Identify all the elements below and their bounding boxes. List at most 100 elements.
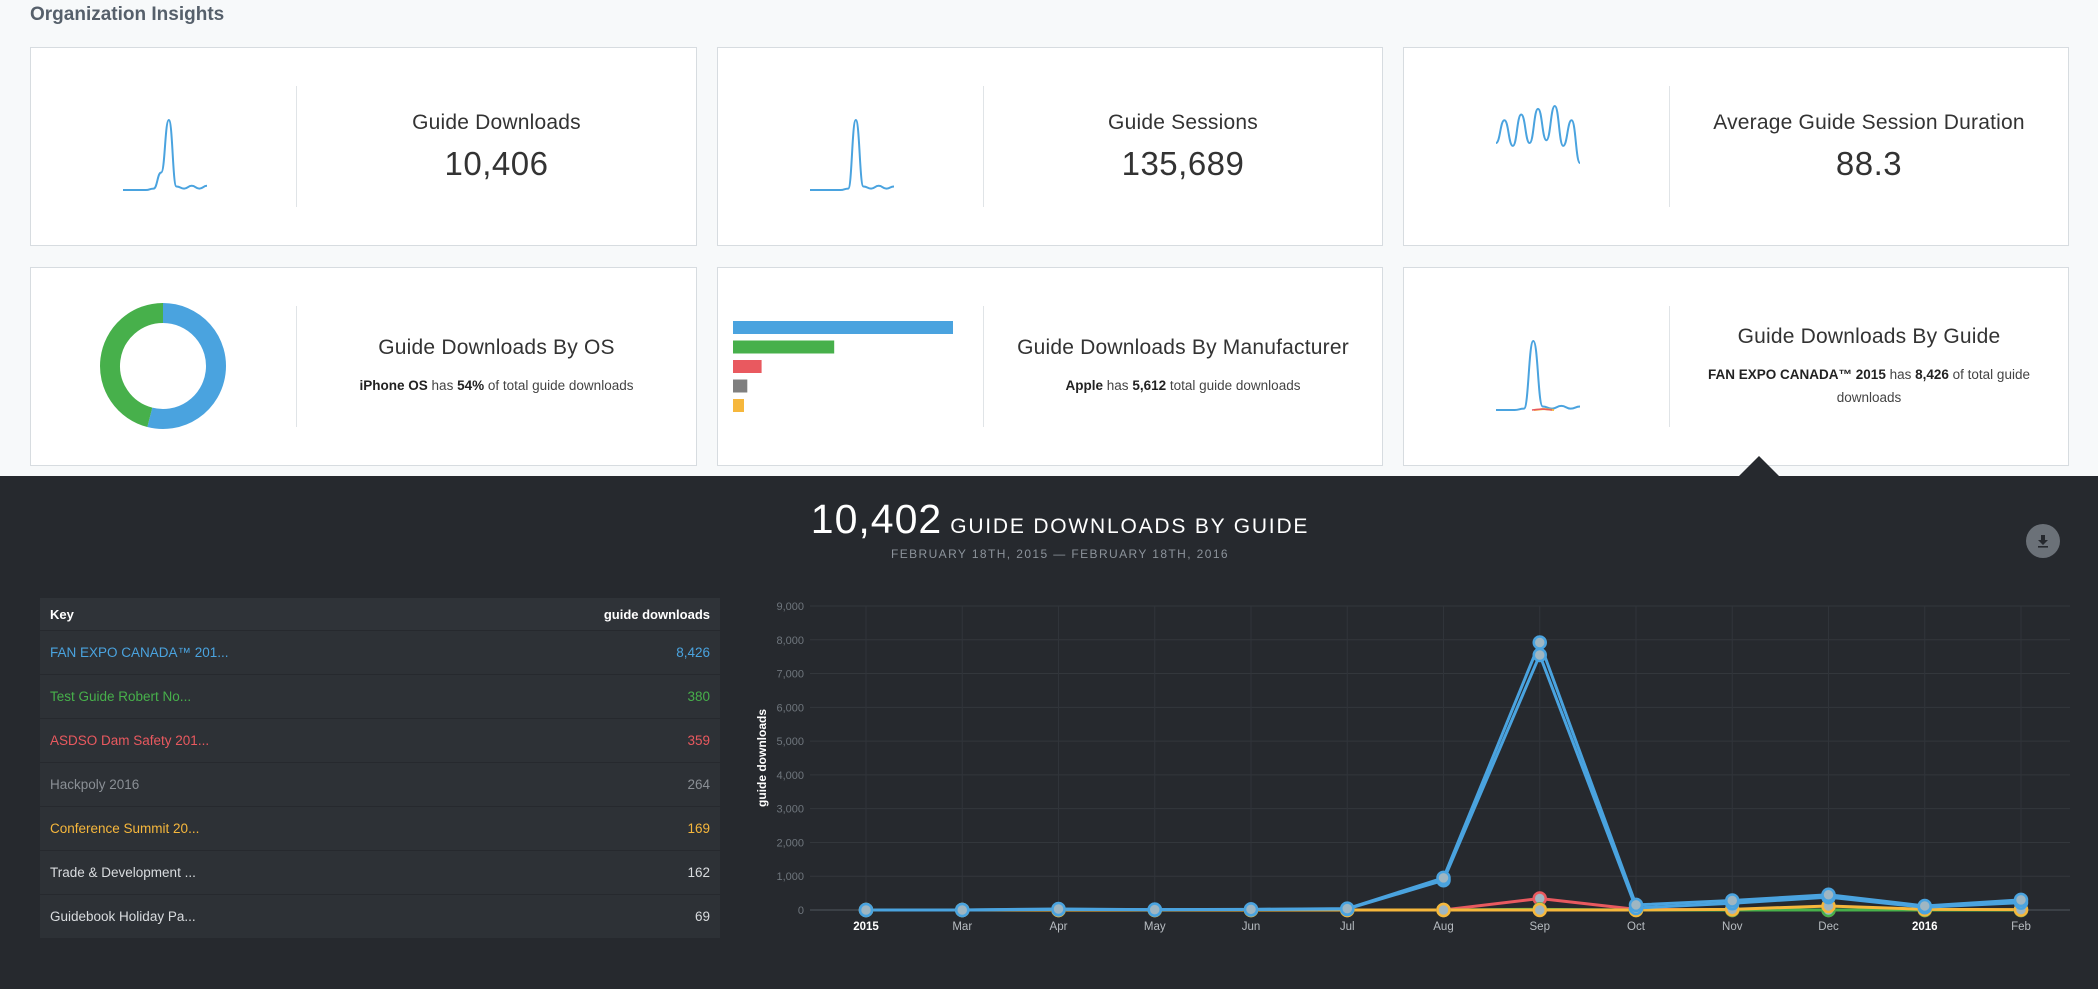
data-point[interactable] xyxy=(1436,870,1451,886)
key-table-row[interactable]: Trade & Development ... 162 xyxy=(40,851,720,894)
y-axis-label: guide downloads xyxy=(755,709,769,807)
data-point[interactable] xyxy=(1051,901,1066,917)
key-table-row[interactable]: Conference Summit 20... 169 xyxy=(40,807,720,850)
y-tick-label: 1,000 xyxy=(776,871,804,883)
data-point[interactable] xyxy=(1628,897,1644,913)
sparkline-by-guide xyxy=(1496,339,1581,411)
key-value: 162 xyxy=(687,865,710,880)
card-description: iPhone OS has 54% of total guide downloa… xyxy=(359,378,634,393)
card-value: 10,406 xyxy=(444,144,549,182)
x-tick-label: Apr xyxy=(1050,921,1068,933)
key-value: 169 xyxy=(687,821,710,836)
card-divider xyxy=(296,86,297,207)
value-column-header: guide downloads xyxy=(603,606,710,622)
download-button[interactable] xyxy=(2026,524,2060,558)
card-title: Guide Sessions xyxy=(1108,110,1258,134)
key-name: Test Guide Robert No... xyxy=(50,689,192,704)
key-name: ASDSO Dam Safety 201... xyxy=(50,733,210,748)
card-title: Average Guide Session Duration xyxy=(1713,110,2025,134)
x-tick-label: 2016 xyxy=(1912,921,1938,933)
x-tick-label: Mar xyxy=(952,921,972,933)
card-value: 88.3 xyxy=(1835,144,1903,182)
sparkline-downloads xyxy=(123,118,208,191)
card-description: FAN EXPO CANADA™ 2015 has 8,426 of total… xyxy=(1708,366,2030,405)
x-tick-label: Oct xyxy=(1627,921,1646,933)
card-average-session-duration[interactable]: Average Guide Session Duration 88.3 xyxy=(1403,47,2069,246)
key-table-row[interactable]: Hackpoly 2016 264 xyxy=(40,763,720,806)
card-divider xyxy=(983,306,984,427)
data-point[interactable] xyxy=(1340,901,1355,916)
key-name: Hackpoly 2016 xyxy=(50,777,140,792)
card-divider xyxy=(983,86,984,207)
download-icon xyxy=(2038,535,2048,548)
data-point[interactable] xyxy=(1532,902,1547,918)
sparkline-sessions xyxy=(810,118,895,191)
y-tick-label: 2,000 xyxy=(776,837,804,849)
key-value: 69 xyxy=(694,909,710,924)
key-name: Guidebook Holiday Pa... xyxy=(50,909,196,924)
data-point[interactable] xyxy=(1436,902,1451,918)
x-tick-label: Feb xyxy=(2011,921,2031,933)
bar-chart-manufacturer xyxy=(733,321,953,412)
data-point[interactable] xyxy=(1532,635,1547,650)
key-name: Conference Summit 20... xyxy=(50,821,200,836)
data-point[interactable] xyxy=(1147,902,1162,917)
x-tick-label: Jul xyxy=(1340,921,1355,933)
data-point[interactable] xyxy=(955,902,970,918)
y-tick-label: 3,000 xyxy=(776,804,804,816)
manufacturer-bar xyxy=(733,360,762,373)
card-guide-downloads[interactable]: Guide Downloads 10,406 xyxy=(30,47,697,246)
data-point[interactable] xyxy=(2013,892,2029,908)
key-column-header: Key xyxy=(50,606,74,622)
key-table-row[interactable]: FAN EXPO CANADA™ 201... 8,426 xyxy=(40,631,720,674)
card-description: Apple has 5,612 total guide downloads xyxy=(1065,378,1301,393)
donut-slice-primary xyxy=(147,303,226,429)
x-tick-label: 2015 xyxy=(853,921,879,933)
data-point[interactable] xyxy=(1243,902,1259,917)
key-table-row[interactable]: Guidebook Holiday Pa... 69 xyxy=(40,895,720,938)
detail-headline: 10,402 GUIDE DOWNLOADS BY GUIDE xyxy=(0,496,2098,543)
key-value: 8,426 xyxy=(676,645,710,660)
card-title: Guide Downloads By Guide xyxy=(1737,324,2001,348)
donut-slice-secondary xyxy=(100,303,164,428)
page-title: Organization Insights xyxy=(30,4,225,25)
key-table-row[interactable]: ASDSO Dam Safety 201... 359 xyxy=(40,719,720,762)
manufacturer-bar xyxy=(733,340,835,354)
card-value: 135,689 xyxy=(1121,144,1245,182)
x-tick-label: Dec xyxy=(1818,921,1839,933)
key-name: Trade & Development ... xyxy=(50,865,196,880)
key-value: 380 xyxy=(687,689,710,704)
data-point[interactable] xyxy=(1532,647,1547,663)
x-tick-label: Sep xyxy=(1530,921,1550,933)
card-downloads-by-os[interactable]: Guide Downloads By OS iPhone OS has 54% … xyxy=(30,267,697,466)
card-divider xyxy=(1669,306,1670,427)
key-value: 359 xyxy=(687,733,710,748)
selected-card-pointer xyxy=(1738,456,1780,477)
card-downloads-by-manufacturer[interactable]: Guide Downloads By Manufacturer Apple ha… xyxy=(717,267,1383,466)
card-divider xyxy=(296,306,297,427)
line-chart: 0 1,000 2,000 3,000 4,000 5,000 6,000 7,000 8,00… xyxy=(750,586,2080,971)
detail-panel: 10,402 GUIDE DOWNLOADS BY GUIDE FEBRUARY … xyxy=(0,476,2098,989)
data-point[interactable] xyxy=(1917,898,1932,914)
x-tick-label: Nov xyxy=(1722,921,1743,933)
data-point[interactable] xyxy=(858,902,874,918)
card-divider xyxy=(1669,86,1670,207)
data-point[interactable] xyxy=(1821,887,1836,903)
y-tick-label: 0 xyxy=(798,905,804,917)
x-tick-label: May xyxy=(1144,921,1166,933)
y-tick-label: 7,000 xyxy=(776,669,804,681)
y-tick-label: 5,000 xyxy=(776,736,804,748)
y-tick-label: 9,000 xyxy=(776,601,804,613)
data-point[interactable] xyxy=(1725,893,1740,908)
key-table-header: Key guide downloads xyxy=(40,598,720,630)
key-name: FAN EXPO CANADA™ 201... xyxy=(50,645,229,660)
key-table-row[interactable]: Test Guide Robert No... 380 xyxy=(40,675,720,718)
card-downloads-by-guide[interactable]: Guide Downloads By Guide FAN EXPO CANADA… xyxy=(1403,267,2069,466)
y-tick-label: 4,000 xyxy=(776,770,804,782)
card-guide-sessions[interactable]: Guide Sessions 135,689 xyxy=(717,47,1383,246)
key-value: 264 xyxy=(687,777,710,792)
x-tick-label: Aug xyxy=(1433,921,1453,933)
x-tick-label: Jun xyxy=(1242,921,1261,933)
headline-label: GUIDE DOWNLOADS BY GUIDE xyxy=(950,515,1310,538)
sparkline-duration xyxy=(1495,104,1581,164)
